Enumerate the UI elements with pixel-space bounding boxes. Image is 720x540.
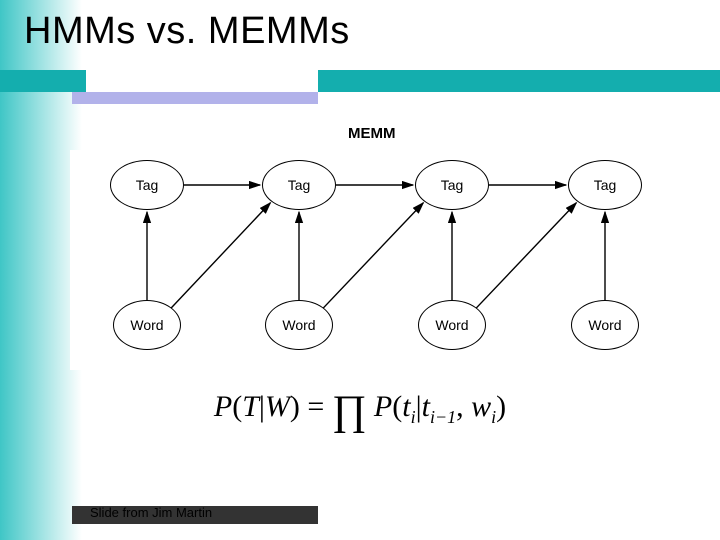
formula-eq: = [300,390,332,423]
purple-bar [72,92,318,104]
formula-open: ( [232,390,242,423]
tag-node: Tag [568,160,642,210]
teal-bar-right [318,70,720,92]
tag-node: Tag [110,160,184,210]
formula-P2: P [374,390,392,423]
page-title: HMMs vs. MEMMs [24,10,350,53]
formula-ti1: t [422,390,430,423]
footer-text: Slide from Jim Martin [90,505,212,520]
tag-node: Tag [262,160,336,210]
word-node: Word [571,300,639,350]
diagram-stage: Tag Word Tag Word Tag Word Tag Word [70,150,670,370]
arrow [475,203,577,310]
formula-P: P [214,390,232,423]
arrow [322,203,424,310]
formula-comma: , [456,390,471,423]
word-node: Word [265,300,333,350]
formula-close: ) [290,390,300,423]
diagram-label: MEMM [348,125,396,142]
formula-open2: ( [392,390,402,423]
word-node: Word [418,300,486,350]
teal-bar [0,70,720,92]
arrow [170,203,271,310]
formula: P(T|W) = ∏ P(ti|ti−1, wi) [0,390,720,429]
word-node: Word [113,300,181,350]
formula-close2: ) [496,390,506,423]
formula-W: W [265,390,290,423]
tag-node: Tag [415,160,489,210]
formula-T: T [242,390,259,423]
formula-sub-im1: i−1 [430,407,456,427]
formula-wi: w [471,390,491,423]
formula-ti: t [402,390,410,423]
formula-prod: ∏ [332,395,367,429]
teal-bar-left [0,70,86,92]
